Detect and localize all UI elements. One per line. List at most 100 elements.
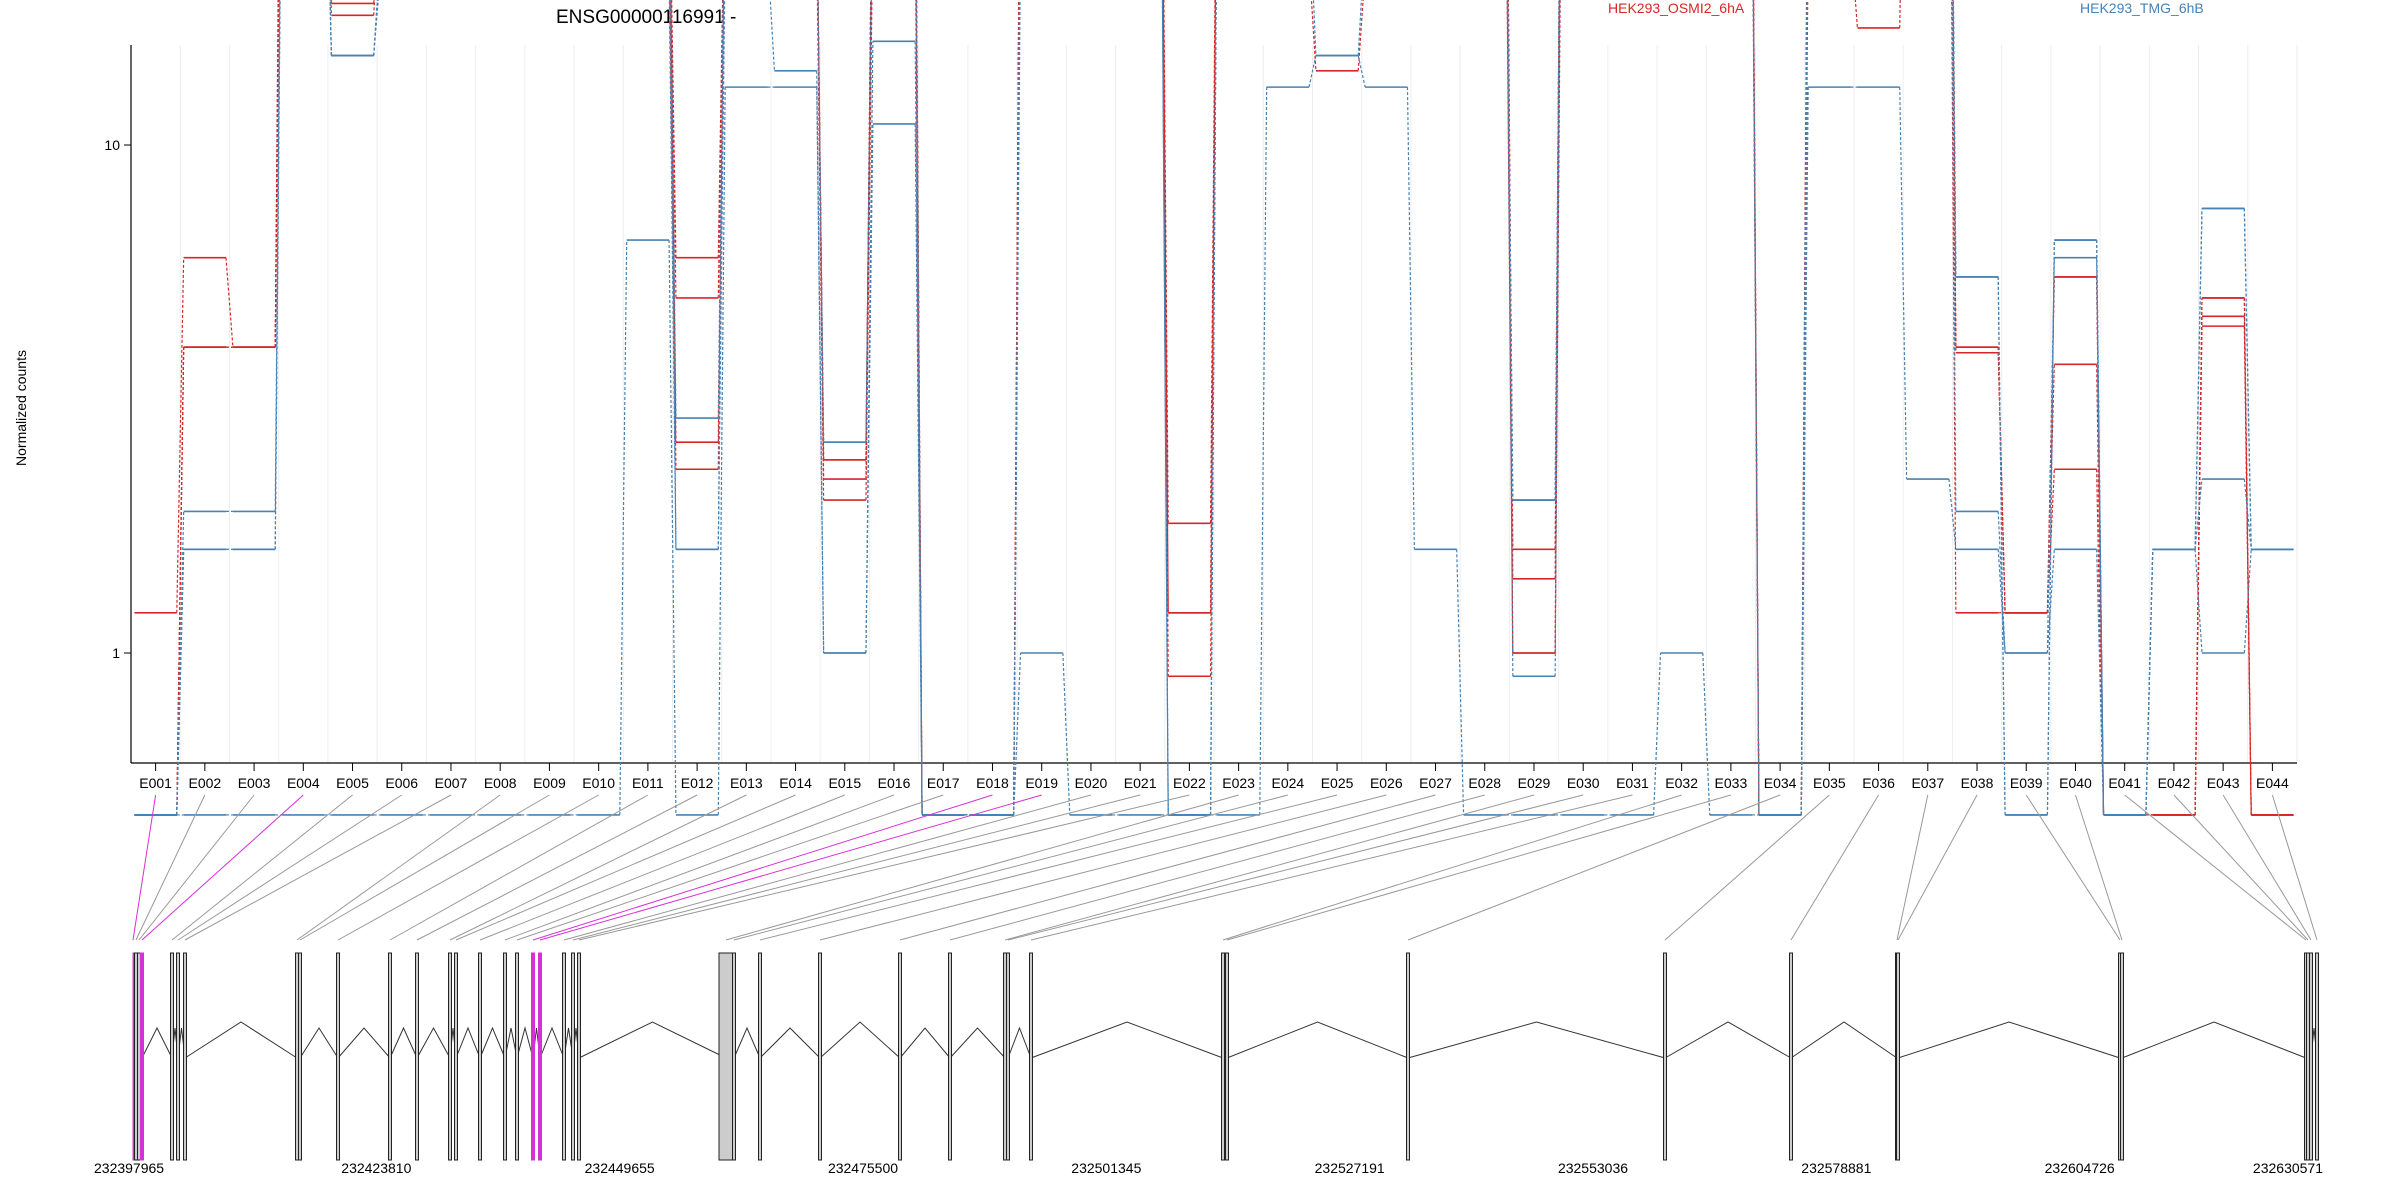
exon-box <box>1006 952 1010 1161</box>
series-connector <box>668 0 677 550</box>
exon-connector <box>2025 794 2121 941</box>
exon-connector <box>1896 794 1929 941</box>
exon-box <box>2309 952 2313 1161</box>
exon-box <box>1663 952 1667 1161</box>
series-connector <box>1259 87 1268 815</box>
exon-connector <box>1664 794 1830 941</box>
series-connector <box>1899 0 1901 28</box>
exon-connector <box>2124 794 2307 941</box>
exon-connector <box>135 794 206 941</box>
x-tick-label: E042 <box>2158 775 2191 791</box>
exon-box <box>1029 952 1033 1161</box>
exon-box <box>454 952 458 1161</box>
x-tick-label: E041 <box>2108 775 2141 791</box>
series-connector <box>2046 469 2055 613</box>
series-connector <box>1456 549 1465 815</box>
x-tick-label: E009 <box>533 775 566 791</box>
exon-connector <box>1007 794 1584 941</box>
x-tick-label: E025 <box>1321 775 1354 791</box>
x-tick-label: E010 <box>582 775 615 791</box>
exon-connector <box>296 794 501 941</box>
exon-connector <box>516 794 944 941</box>
exon-box <box>577 952 581 1161</box>
series-connector <box>865 0 873 501</box>
exon-connector <box>479 794 845 941</box>
x-tick-label: E030 <box>1567 775 1600 791</box>
exon-connector <box>819 794 1387 941</box>
x-tick-label: E011 <box>632 775 664 791</box>
series-connector <box>914 41 923 815</box>
series-connector <box>1162 0 1169 613</box>
exon-box <box>1221 952 1225 1161</box>
intron <box>1226 1021 1409 1059</box>
legend-entry-tmg: HEK293_TMG_6hB <box>2080 0 2204 16</box>
exon-connector <box>899 794 1436 941</box>
coordinate-label: 232527191 <box>1315 1160 1385 1176</box>
y-tick-label: 1 <box>112 645 120 661</box>
intron <box>819 1021 901 1059</box>
series-connector <box>2096 469 2105 815</box>
series-connector <box>717 0 726 550</box>
intron <box>949 1027 1006 1059</box>
x-tick-label: E036 <box>1862 775 1895 791</box>
exon-box <box>336 952 340 1161</box>
exon-connector <box>389 794 649 941</box>
exon-connector <box>1407 794 1781 941</box>
genomic-coordinates: 232397965 232423810 232449655 232475500 2325… <box>94 1160 2323 1176</box>
series-connector <box>176 347 185 815</box>
x-tick-label: E004 <box>287 775 320 791</box>
coordinate-label: 232553036 <box>1558 1160 1628 1176</box>
x-tick-label: E006 <box>385 775 418 791</box>
series-connector <box>670 0 677 443</box>
gene-model <box>132 952 2319 1161</box>
x-tick-label: E021 <box>1124 775 1157 791</box>
series-connector <box>2096 257 2105 815</box>
series-connector <box>2145 549 2154 815</box>
exon-box <box>948 952 952 1161</box>
series-connector <box>2096 240 2105 815</box>
series-connector <box>1013 652 1022 815</box>
series-connector <box>1752 0 1760 815</box>
series-connector <box>1952 0 1957 353</box>
x-tick-label: E005 <box>336 775 369 791</box>
series-connector <box>1554 0 1561 677</box>
x-tick-label: E023 <box>1222 775 1255 791</box>
series-connector <box>816 87 825 654</box>
intron <box>337 1027 391 1059</box>
exon-connector <box>1030 794 1633 941</box>
series-connector <box>1013 0 1021 815</box>
coordinate-label: 232397965 <box>94 1160 164 1176</box>
intron <box>389 1026 418 1059</box>
x-tick-label: E002 <box>188 775 221 791</box>
exon-connectors <box>132 794 2318 941</box>
exon-box <box>538 952 542 1161</box>
exon-connector <box>532 794 993 941</box>
intron <box>1790 1021 1898 1059</box>
series-connector <box>1406 87 1415 550</box>
series-connector <box>1702 652 1711 815</box>
intron <box>455 1026 481 1059</box>
series-connector <box>1209 0 1217 677</box>
intron <box>184 1021 298 1059</box>
x-tick-label: E038 <box>1961 775 1994 791</box>
series-connector <box>2096 549 2105 815</box>
exon-box <box>562 952 566 1161</box>
x-tick-label: E037 <box>1911 775 1944 791</box>
x-tick-label: E044 <box>2256 775 2289 791</box>
x-tick-label: E024 <box>1271 775 1304 791</box>
series-connector <box>1997 352 2006 613</box>
exon-connector <box>563 794 1092 941</box>
exon-box <box>183 952 187 1161</box>
exon-box <box>503 952 507 1161</box>
intron <box>299 1027 339 1059</box>
x-tick-label: E043 <box>2207 775 2240 791</box>
exon-connector <box>184 794 452 941</box>
series-connector <box>1357 0 1364 71</box>
x-tick-label: E012 <box>681 775 714 791</box>
series-connector <box>717 0 724 419</box>
series-connector <box>717 87 726 815</box>
coordinate-label: 232423810 <box>341 1160 411 1176</box>
x-tick-label: E040 <box>2059 775 2092 791</box>
series-connector <box>670 0 677 419</box>
series-connector <box>1161 0 1169 815</box>
